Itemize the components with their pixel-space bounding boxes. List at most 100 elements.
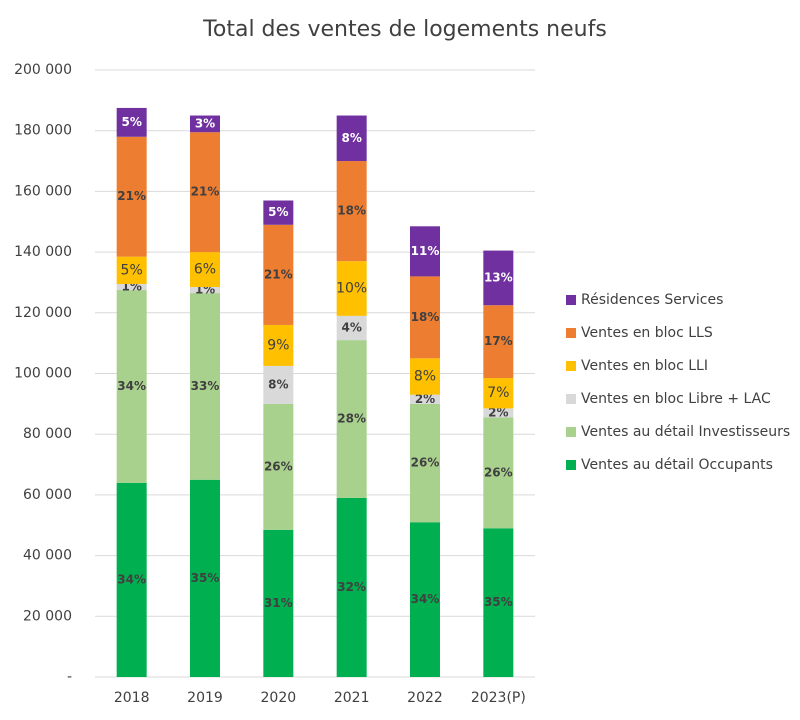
bar-segment [410,276,440,359]
bar-segment [336,340,367,498]
y-tick-label: 140 000 [14,244,72,260]
bar-segment [483,417,514,529]
value-label: 35% [191,571,220,585]
bar-segment [336,115,367,162]
legend-swatch [566,427,576,437]
bar-segment [116,283,147,291]
legend-swatch [566,394,576,404]
legend-swatch [566,361,576,371]
bar-segment [263,324,294,366]
bar-segment [410,394,440,404]
legend-label: Ventes au détail Investisseurs [581,424,790,440]
bar-segment [483,250,514,306]
x-tick-label: 2019 [187,690,223,706]
legend-label: Ventes en bloc LLI [581,358,708,374]
value-label: 4% [341,320,361,334]
bar-segment [483,305,514,379]
value-label: 6% [194,262,216,278]
y-tick-label: 120 000 [14,305,72,321]
legend-label: Ventes en bloc Libre + LAC [581,391,771,407]
x-tick-label: 2021 [334,690,370,706]
value-label: 34% [411,592,440,606]
bar-segment [263,529,294,677]
bar-segment [116,107,147,137]
value-label: 35% [484,595,513,609]
y-tick-label: 100 000 [14,366,72,382]
value-label: 17% [484,334,513,348]
value-label: 2% [415,392,435,406]
value-label: 26% [484,465,513,479]
bar-segment [410,403,440,523]
bar-segment [116,136,147,257]
bar-segment [483,408,514,418]
bar-segment [190,252,220,288]
bar-segment [263,403,294,530]
bar-segment [263,200,294,225]
x-tick-label: 2018 [114,690,150,706]
bar-segment [336,261,367,316]
x-tick-label: 2023(P) [471,690,526,706]
bar-segment [190,479,220,677]
value-label: 18% [411,310,440,324]
y-tick-label: 200 000 [14,62,72,78]
bar-segment [483,528,514,677]
value-label: 28% [337,412,366,426]
y-tick-label: 180 000 [14,123,72,139]
bar-segment [410,358,440,395]
value-label: 8% [268,377,288,391]
value-label: 34% [117,572,146,586]
bar-segment [263,365,294,404]
value-label: 8% [414,369,436,385]
x-tick-label: 2022 [407,690,443,706]
value-label: 8% [341,131,361,145]
legend-swatch [566,460,576,470]
y-tick-label: 60 000 [23,487,72,503]
value-label: 21% [117,189,146,203]
value-label: 26% [411,456,440,470]
value-label: 5% [268,205,288,219]
y-tick-label: 160 000 [14,183,72,199]
value-label: 34% [117,379,146,393]
legend-label: Ventes au détail Occupants [581,457,773,473]
value-label: 3% [195,116,215,130]
bar-segment [190,132,220,253]
legend-swatch [566,328,576,338]
value-label: 11% [411,244,440,258]
value-label: 21% [264,267,293,281]
bar-segment [190,287,220,294]
legend-label: Ventes en bloc LLS [581,325,713,341]
bar-segment [190,293,220,480]
legend-swatch [566,295,576,305]
value-label: 32% [337,580,366,594]
bar-segment [190,115,220,133]
bar-segment [336,315,367,341]
chart-title: Total des ventes de logements neufs [202,17,607,42]
value-label: 26% [264,459,293,473]
bar-segment [336,497,367,677]
y-tick-label: 20 000 [23,608,72,624]
value-label: 21% [191,185,220,199]
value-label: 18% [337,204,366,218]
value-label: 2% [488,405,508,419]
y-tick-label: 40 000 [23,548,72,564]
value-label: 13% [484,270,513,284]
y-tick-label: 80 000 [23,426,72,442]
x-tick-label: 2020 [261,690,297,706]
y-tick-label: - [67,669,72,685]
value-label: 10% [336,281,367,297]
bar-segment [116,290,147,483]
bar-segment [336,161,367,262]
bar-segment [410,522,440,677]
value-label: 9% [267,337,289,353]
bar-segment [410,226,440,277]
bar-segment [483,378,514,409]
bar-segment [116,482,147,677]
value-label: 7% [487,385,509,401]
bar-segment [263,224,294,325]
value-label: 33% [191,379,220,393]
value-label: 5% [121,115,141,129]
bar-segment [116,256,147,284]
legend-label: Résidences Services [581,292,723,308]
value-label: 31% [264,596,293,610]
